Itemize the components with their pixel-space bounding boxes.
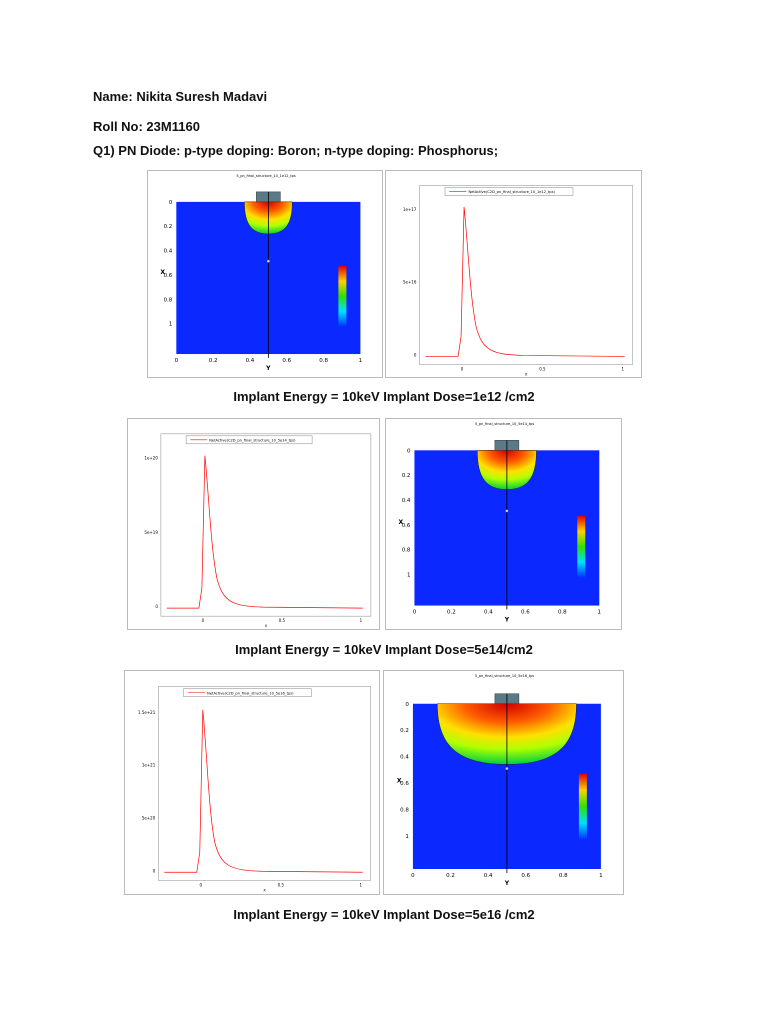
y-tick-label: 0.8 (400, 808, 409, 814)
x-tick-label: 0 (202, 618, 205, 623)
plot-image: 5_pn_final_structure_10_1e12_tps 0 0.2 0.4 0… (147, 170, 383, 378)
y-tick-label: 0 (405, 702, 409, 708)
legend-text: NetActive(C2D_pn_final_structure_10_5e14… (209, 438, 296, 442)
profile-curve (425, 206, 625, 357)
x-tick-label: 1 (359, 358, 363, 364)
plot-image: NetActive(C2D_pn_final_structure_10_1e12… (385, 170, 642, 378)
y-tick-label: 0 (414, 352, 417, 357)
y-tick-label: 0.6 (164, 273, 173, 279)
y-axis-label: X (397, 777, 402, 784)
plot-title: 5_pn_final_structure_10_5e16_tps (475, 674, 534, 678)
x-axis-label: x (265, 623, 268, 628)
plot-frame (160, 433, 372, 617)
y-tick-label: 1e+21 (142, 763, 156, 768)
x-tick-label: 0.6 (521, 873, 530, 879)
y-tick-label: 1 (169, 322, 173, 328)
y-tick-label: 0.8 (402, 548, 411, 554)
x-tick-label: 0.4 (484, 873, 493, 879)
x-tick-label: 0.2 (209, 358, 218, 364)
caption: Implant Energy = 10keV Implant Dose=5e16… (233, 907, 535, 922)
y-tick-label: 0.2 (402, 473, 411, 479)
y-tick-label: 0.6 (402, 523, 411, 529)
profile-curve (166, 455, 363, 609)
y-tick-label: 1.5e+21 (138, 710, 156, 715)
legend-box (444, 187, 574, 196)
legend-box (185, 435, 313, 445)
colorbar (578, 773, 587, 840)
name-line: Name: Nikita Suresh Madavi (93, 89, 268, 104)
marker (505, 767, 509, 770)
colorbar (577, 515, 586, 578)
x-axis-label: Y (504, 617, 510, 624)
y-tick-label: 0.6 (400, 781, 409, 787)
plot-image: 5_pn_final_structure_10_5e14_tps 0 0.2 0.4 0… (385, 418, 622, 630)
y-tick-label: 0.4 (164, 249, 173, 255)
y-axis-label: X (398, 519, 403, 526)
x-axis-label: x (263, 887, 266, 892)
y-tick-label: 0.8 (164, 297, 173, 303)
x-tick-label: 0.8 (319, 358, 328, 364)
caption: Implant Energy = 10keV Implant Dose=1e12… (233, 389, 535, 404)
x-tick-label: 0.2 (446, 873, 455, 879)
x-tick-label: 1 (359, 882, 362, 887)
x-tick-label: 0.5 (278, 882, 285, 887)
x-tick-label: 1 (598, 610, 602, 616)
x-tick-label: 1 (599, 873, 603, 879)
x-tick-label: 1 (621, 366, 624, 371)
x-tick-label: 0 (461, 366, 464, 371)
question-line: Q1) PN Diode: p-type doping: Boron; n-ty… (93, 143, 499, 158)
y-tick-label: 0 (407, 448, 411, 454)
x-tick-label: 0 (411, 873, 415, 879)
y-tick-label: 0 (155, 604, 158, 609)
x-tick-label: 0.6 (282, 358, 291, 364)
plot-image: NetActive(C2D_pn_final_structure_10_5e16… (124, 670, 380, 895)
marker (505, 509, 509, 513)
x-tick-label: 0.4 (484, 610, 493, 616)
y-axis-label: X (160, 269, 165, 276)
plot-image: 5_pn_final_structure_10_5e16_tps 0 0.2 0.4 0… (383, 670, 624, 895)
plot-title: 5_pn_final_structure_10_1e12_tps (236, 174, 295, 178)
y-tick-label: 5e+20 (142, 815, 156, 820)
y-tick-label: 5e+19 (144, 530, 158, 535)
y-tick-label: 1e+17 (403, 207, 417, 212)
x-tick-label: 0.5 (279, 618, 286, 623)
colorbar (338, 265, 347, 327)
roll-line: Roll No: 23M1160 (93, 119, 200, 134)
x-tick-label: 0.6 (521, 610, 530, 616)
caption: Implant Energy = 10keV Implant Dose=5e14… (235, 642, 533, 657)
y-tick-label: 0.4 (402, 498, 411, 504)
plot-frame (158, 686, 372, 881)
y-tick-label: 1 (405, 834, 409, 840)
x-tick-label: 0.4 (246, 358, 255, 364)
y-tick-label: 1e+20 (144, 456, 158, 461)
y-tick-label: 0 (153, 868, 156, 873)
x-tick-label: 0.8 (558, 610, 567, 616)
x-tick-label: 0.2 (447, 610, 456, 616)
y-tick-label: 1 (407, 573, 411, 579)
y-tick-label: 0.2 (400, 728, 409, 734)
x-axis-label: x (525, 371, 528, 376)
y-tick-label: 0 (169, 200, 173, 206)
y-tick-label: 5e+16 (403, 280, 417, 285)
y-tick-label: 0.2 (164, 224, 173, 230)
plot-title: 5_pn_final_structure_10_5e14_tps (475, 422, 534, 426)
x-tick-label: 0 (200, 882, 203, 887)
x-axis-label: Y (265, 365, 271, 372)
legend-box (183, 688, 312, 697)
x-tick-label: 0 (175, 358, 179, 364)
profile-curve (164, 709, 363, 873)
plot-frame (419, 185, 633, 365)
marker (267, 259, 270, 263)
y-tick-label: 0.4 (400, 755, 409, 761)
x-axis-label: Y (504, 880, 510, 887)
legend-text: NetActive(C2D_pn_final_structure_10_1e12… (468, 190, 555, 194)
plot-image: NetActive(C2D_pn_final_structure_10_5e14… (127, 418, 380, 630)
x-tick-label: 0.5 (539, 366, 546, 371)
x-tick-label: 0.8 (559, 873, 568, 879)
x-tick-label: 1 (360, 618, 363, 623)
x-tick-label: 0 (413, 610, 417, 616)
legend-text: NetActive(C2D_pn_final_structure_10_5e16… (207, 691, 294, 695)
